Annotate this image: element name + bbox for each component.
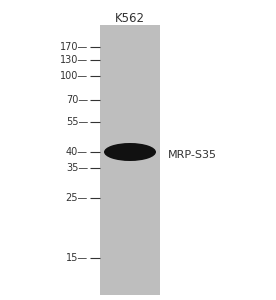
Text: 55—: 55— — [66, 117, 88, 127]
Text: 100—: 100— — [60, 71, 88, 81]
Text: 15—: 15— — [66, 253, 88, 263]
Bar — [100, 25, 160, 295]
Text: 35—: 35— — [66, 163, 88, 173]
Text: 130—: 130— — [60, 55, 88, 65]
Ellipse shape — [104, 143, 156, 161]
Text: K562: K562 — [115, 11, 145, 25]
Text: 40—: 40— — [66, 147, 88, 157]
Text: 70—: 70— — [66, 95, 88, 105]
Text: 25—: 25— — [66, 193, 88, 203]
Text: MRP-S35: MRP-S35 — [168, 150, 217, 160]
Text: 170—: 170— — [60, 42, 88, 52]
